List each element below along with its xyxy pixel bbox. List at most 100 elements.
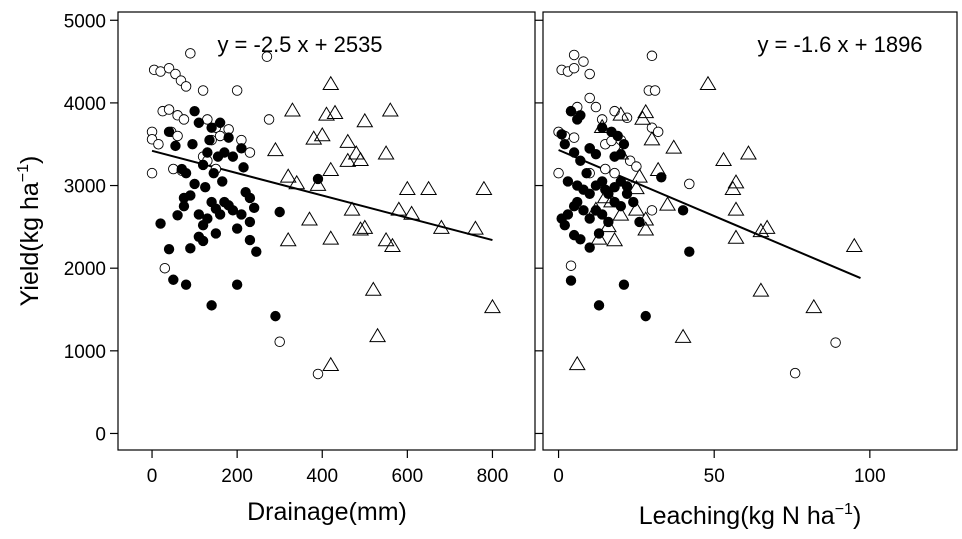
open-circle-point bbox=[153, 138, 164, 150]
filled-circle-point bbox=[187, 139, 198, 150]
open-circle-point bbox=[263, 114, 275, 125]
open-circle-point bbox=[565, 260, 577, 271]
triangle-point bbox=[752, 222, 770, 238]
filled-circle-point bbox=[170, 140, 181, 152]
filled-circle-point bbox=[559, 139, 570, 150]
triangle-point bbox=[279, 231, 297, 247]
triangle-point bbox=[715, 151, 733, 167]
x-tick-label: 400 bbox=[306, 466, 338, 487]
filled-circle-point bbox=[244, 192, 256, 204]
open-circle-point bbox=[646, 50, 658, 62]
filled-circle-point bbox=[202, 147, 213, 158]
filled-circle-point bbox=[270, 310, 281, 322]
filled-circle-point bbox=[251, 246, 262, 257]
filled-circle-point bbox=[193, 117, 205, 128]
triangle-point bbox=[612, 106, 630, 121]
x-tick-label: 200 bbox=[221, 466, 253, 487]
triangle-point bbox=[659, 196, 676, 211]
filled-circle-point bbox=[274, 206, 285, 218]
triangle-point bbox=[381, 102, 399, 117]
filled-circle-point bbox=[227, 205, 239, 216]
filled-circle-point bbox=[581, 167, 592, 179]
triangle-point bbox=[326, 104, 344, 119]
open-circle-point bbox=[584, 68, 595, 80]
triangle-point bbox=[305, 130, 323, 145]
filled-circle-point bbox=[575, 234, 586, 245]
triangle-point bbox=[309, 176, 327, 191]
filled-circle-point bbox=[208, 167, 219, 179]
filled-circle-point bbox=[155, 218, 166, 229]
filled-circle-point bbox=[590, 148, 602, 160]
filled-circle-point bbox=[219, 147, 230, 158]
filled-circle-point bbox=[684, 246, 695, 257]
x-tick-label: 0 bbox=[553, 466, 564, 487]
triangle-point bbox=[339, 133, 357, 148]
filled-circle-point bbox=[615, 148, 627, 160]
triangle-point bbox=[634, 110, 652, 125]
triangle-point bbox=[758, 219, 776, 234]
filled-circle-point bbox=[185, 190, 196, 201]
open-circle-point bbox=[553, 167, 564, 179]
filled-circle-point bbox=[168, 274, 179, 285]
triangle-point bbox=[612, 145, 630, 160]
triangle-point bbox=[665, 139, 683, 154]
triangle-point bbox=[587, 201, 605, 216]
filled-circle-point bbox=[244, 234, 256, 246]
x-tick-label: 600 bbox=[391, 466, 423, 487]
filled-circle-point bbox=[231, 223, 243, 234]
triangle-point bbox=[752, 282, 770, 297]
filled-circle-point bbox=[193, 231, 205, 242]
drainage-panel: 0 200 400 600 800 0 1000 2000 3000 4000 5000 y = -2… bbox=[64, 11, 536, 487]
triangle-point bbox=[631, 168, 648, 183]
triangle-point bbox=[356, 112, 374, 128]
filled-circle-point bbox=[618, 139, 630, 150]
y-tick-label: 4000 bbox=[64, 94, 106, 115]
filled-circle-point bbox=[248, 202, 260, 214]
triangle-point bbox=[339, 152, 357, 167]
triangle-point bbox=[403, 205, 421, 220]
open-circle-point bbox=[830, 337, 841, 348]
filled-circle-point bbox=[163, 243, 175, 255]
triangle-point bbox=[475, 180, 493, 195]
open-circle-point bbox=[261, 51, 273, 62]
triangle-point bbox=[420, 180, 438, 195]
y-tick-label: 0 bbox=[95, 424, 106, 445]
triangle-point bbox=[727, 201, 745, 216]
filled-circle-point bbox=[575, 110, 586, 121]
triangle-point bbox=[369, 327, 387, 343]
triangle-point bbox=[322, 75, 340, 91]
filled-circle-point bbox=[223, 132, 234, 143]
y-axis-title: Yield(kg ha−1) bbox=[15, 156, 44, 307]
triangle-point bbox=[590, 230, 608, 245]
open-circle-point bbox=[652, 126, 664, 138]
open-circle-point bbox=[600, 163, 611, 175]
triangle-point bbox=[845, 237, 863, 253]
triangle-point bbox=[279, 168, 297, 183]
open-circle-point bbox=[684, 178, 695, 190]
triangle-point bbox=[599, 217, 617, 233]
triangle-point bbox=[727, 229, 745, 244]
panel-frame bbox=[542, 11, 958, 451]
triangle-point bbox=[637, 221, 655, 236]
triangle-point bbox=[266, 141, 284, 157]
open-circle-point bbox=[568, 49, 580, 61]
leaching-panel: 0 50 100 y = -1.6 x + 1896 bbox=[535, 11, 958, 487]
filled-circle-point bbox=[214, 117, 226, 128]
filled-circle-point bbox=[596, 122, 608, 133]
filled-circle-point bbox=[562, 176, 574, 187]
open-circle-point bbox=[197, 85, 209, 96]
open-circle-point bbox=[568, 132, 580, 143]
triangle-point bbox=[352, 221, 370, 236]
open-circle-point bbox=[584, 92, 595, 104]
triangle-point bbox=[699, 75, 717, 91]
triangle-point bbox=[612, 206, 630, 221]
triangle-point bbox=[637, 211, 655, 226]
filled-circle-point bbox=[204, 134, 215, 146]
triangle-point bbox=[288, 174, 306, 190]
open-circle-point bbox=[231, 85, 243, 96]
triangle-point bbox=[283, 102, 301, 117]
x-tick-label: 800 bbox=[477, 466, 509, 487]
triangle-point bbox=[466, 220, 484, 235]
triangle-point bbox=[627, 201, 645, 216]
